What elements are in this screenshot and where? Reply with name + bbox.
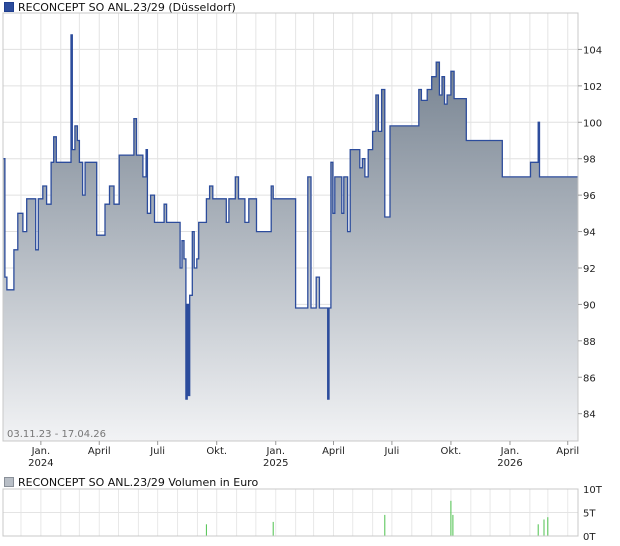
price-y-tick-label: 92 (583, 264, 596, 275)
volume-bar (547, 517, 549, 536)
price-area (3, 34, 578, 442)
x-tick-label: Jan. (500, 446, 520, 457)
x-tick-label: Okt. (206, 446, 227, 457)
volume-y-tick-label: 5T (583, 509, 596, 520)
x-tick-year: 2024 (28, 458, 53, 469)
x-tick-year: 2026 (497, 458, 522, 469)
x-tick-year: 2025 (263, 458, 288, 469)
x-tick-label: April (88, 446, 111, 457)
price-plot-frame (2, 12, 579, 442)
volume-bar (543, 519, 545, 536)
x-tick-label: Jan. (31, 446, 51, 457)
x-tick-label: Juli (149, 446, 165, 457)
volume-bar (272, 521, 274, 536)
volume-bar (537, 524, 539, 537)
date-range-label: 03.11.23 - 17.04.26 (7, 429, 106, 440)
price-y-tick-label: 94 (583, 228, 596, 239)
price-chart-legend: RECONCEPT SO ANL.23/29 (Düsseldorf) (4, 0, 236, 14)
volume-plot-frame (2, 488, 579, 537)
volume-bar (384, 514, 386, 536)
volume-y-tick-label: 10T (583, 485, 603, 496)
price-y-tick-label: 96 (583, 191, 596, 202)
volume-legend-swatch (4, 477, 14, 487)
x-tick-label: Jan. (265, 446, 285, 457)
price-chart-title: RECONCEPT SO ANL.23/29 (Düsseldorf) (18, 0, 236, 14)
price-y-tick-label: 104 (583, 45, 602, 56)
price-y-tick-label: 86 (583, 373, 596, 384)
volume-chart-title: RECONCEPT SO ANL.23/29 Volumen in Euro (18, 475, 259, 489)
price-y-tick-label: 88 (583, 337, 596, 348)
volume-y-tick-label: 0T (583, 532, 596, 543)
x-tick-label: Okt. (441, 446, 462, 457)
price-line (3, 34, 578, 400)
price-y-tick-label: 90 (583, 300, 596, 311)
x-tick-label: April (322, 446, 345, 457)
x-tick-label: April (556, 446, 579, 457)
volume-bar (450, 500, 452, 537)
volume-grid (3, 488, 578, 537)
price-y-tick-label: 98 (583, 155, 596, 166)
price-y-tick-label: 102 (583, 82, 602, 93)
volume-bar (452, 514, 454, 536)
volume-bars (205, 500, 549, 537)
x-tick-label: Juli (383, 446, 399, 457)
volume-bar (205, 524, 207, 537)
price-legend-swatch (4, 2, 14, 12)
price-y-axis: 84 86 88 90 92 94 96 98 100 102 104 (578, 45, 602, 421)
price-y-tick-label: 84 (583, 410, 596, 421)
volume-y-axis: 0T 5T 10T (583, 485, 603, 543)
volume-chart-legend: RECONCEPT SO ANL.23/29 Volumen in Euro (4, 475, 259, 489)
price-y-tick-label: 100 (583, 118, 602, 129)
